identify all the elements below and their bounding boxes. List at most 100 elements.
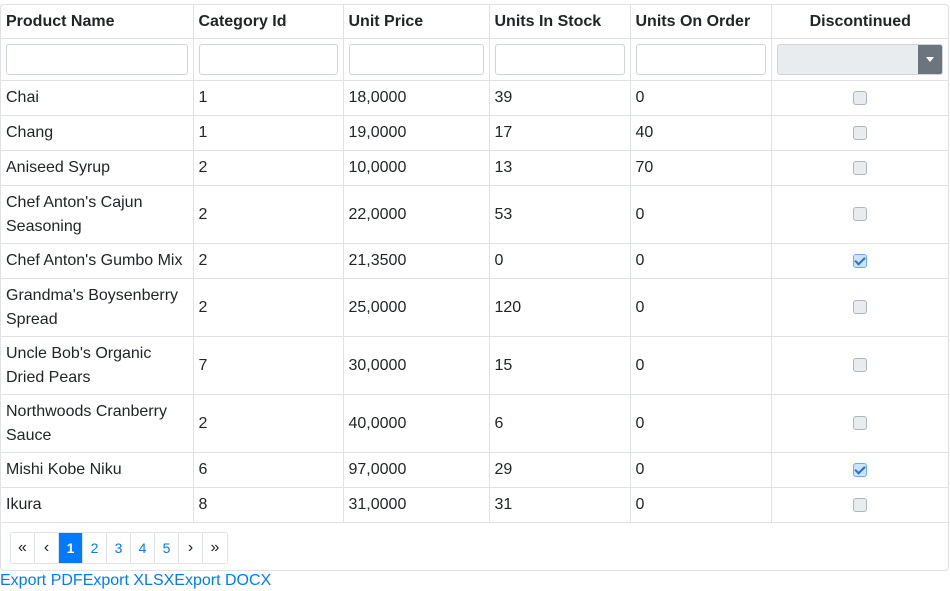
product-name-cell: Uncle Bob's Organic Dried Pears <box>1 336 194 395</box>
page-button-1[interactable]: 1 <box>59 533 83 563</box>
units-on-order-cell: 70 <box>630 150 772 186</box>
product-name-cell: Ikura <box>1 487 194 523</box>
discontinued-checkbox[interactable] <box>853 207 868 222</box>
product-name-cell: Aniseed Syrup <box>1 150 194 186</box>
units-on-order-cell: 0 <box>630 487 772 523</box>
discontinued-checkbox[interactable] <box>853 300 868 315</box>
category-id-cell: 6 <box>193 452 344 488</box>
category-id-cell: 8 <box>193 487 344 523</box>
table-row[interactable]: Chef Anton's Cajun Seasoning 2 22,0000 53 0 <box>1 185 948 244</box>
page-button-5[interactable]: 5 <box>155 533 179 563</box>
discontinued-checkbox[interactable] <box>853 416 868 431</box>
last-page-button[interactable]: » <box>203 533 227 563</box>
discontinued-cell <box>771 150 948 186</box>
unit-price-cell: 30,0000 <box>343 336 490 395</box>
unit-price-cell: 31,0000 <box>343 487 490 523</box>
units-in-stock-cell: 120 <box>489 278 631 337</box>
filter-cell <box>343 38 490 81</box>
units-in-stock-cell: 13 <box>489 150 631 186</box>
units-in-stock-cell: 0 <box>489 243 631 279</box>
units-in-stock-filter-input[interactable] <box>494 44 625 75</box>
table-row[interactable]: Ikura 8 31,0000 31 0 <box>1 487 948 523</box>
column-header-units-in-stock[interactable]: Units In Stock <box>489 5 631 39</box>
table-row[interactable]: Aniseed Syrup 2 10,0000 13 70 <box>1 150 948 186</box>
category-id-cell: 2 <box>193 185 344 244</box>
column-header-units-on-order[interactable]: Units On Order <box>630 5 772 39</box>
unit-price-cell: 10,0000 <box>343 150 490 186</box>
table-row[interactable]: Northwoods Cranberry Sauce 2 40,0000 6 0 <box>1 394 948 453</box>
column-header-unit-price[interactable]: Unit Price <box>343 5 490 39</box>
category-id-cell: 1 <box>193 115 344 151</box>
dropdown-toggle-button[interactable] <box>918 45 943 74</box>
category-id-cell: 1 <box>193 80 344 116</box>
page-button-2[interactable]: 2 <box>83 533 107 563</box>
page-button-4[interactable]: 4 <box>131 533 155 563</box>
header-row: Product Name Category Id Unit Price Unit… <box>1 5 948 39</box>
pager-area: « ‹ 1 2 3 4 5 › » <box>1 523 948 569</box>
units-on-order-filter-input[interactable] <box>635 44 766 75</box>
discontinued-cell <box>771 80 948 116</box>
discontinued-checkbox[interactable] <box>853 90 868 105</box>
product-grid: Product Name Category Id Unit Price Unit… <box>0 4 949 571</box>
table-row[interactable]: Uncle Bob's Organic Dried Pears 7 30,0000 1… <box>1 336 948 395</box>
discontinued-checkbox[interactable] <box>853 462 868 477</box>
discontinued-checkbox[interactable] <box>853 125 868 140</box>
page-button-3[interactable]: 3 <box>107 533 131 563</box>
units-on-order-cell: 0 <box>630 278 772 337</box>
product-name-cell: Chang <box>1 115 194 151</box>
pagination: « ‹ 1 2 3 4 5 › » <box>10 532 228 564</box>
unit-price-cell: 40,0000 <box>343 394 490 453</box>
category-id-cell: 2 <box>193 278 344 337</box>
column-header-category-id[interactable]: Category Id <box>193 5 344 39</box>
unit-price-cell: 22,0000 <box>343 185 490 244</box>
product-name-cell: Northwoods Cranberry Sauce <box>1 394 194 453</box>
product-name-filter-input[interactable] <box>6 44 188 75</box>
previous-page-button[interactable]: ‹ <box>35 533 59 563</box>
discontinued-checkbox[interactable] <box>853 160 868 175</box>
product-name-cell: Chai <box>1 80 194 116</box>
discontinued-cell <box>771 452 948 488</box>
table-row[interactable]: Mishi Kobe Niku 6 97,0000 29 0 <box>1 452 948 488</box>
discontinued-cell <box>771 185 948 244</box>
units-in-stock-cell: 39 <box>489 80 631 116</box>
discontinued-checkbox[interactable] <box>853 358 868 373</box>
category-id-cell: 2 <box>193 243 344 279</box>
discontinued-cell <box>771 394 948 453</box>
unit-price-cell: 19,0000 <box>343 115 490 151</box>
export-pdf-link[interactable]: Export PDF <box>0 572 83 589</box>
product-name-cell: Mishi Kobe Niku <box>1 452 194 488</box>
units-in-stock-cell: 17 <box>489 115 631 151</box>
column-header-discontinued[interactable]: Discontinued <box>771 5 948 39</box>
unit-price-filter-input[interactable] <box>348 44 484 75</box>
product-name-cell: Chef Anton's Gumbo Mix <box>1 243 194 279</box>
column-header-product-name[interactable]: Product Name <box>1 5 194 39</box>
units-on-order-cell: 0 <box>630 243 772 279</box>
filter-cell <box>193 38 344 81</box>
discontinued-checkbox[interactable] <box>853 497 868 512</box>
category-id-cell: 2 <box>193 394 344 453</box>
category-id-filter-input[interactable] <box>198 44 338 75</box>
table-row[interactable]: Chai 1 18,0000 39 0 <box>1 80 948 116</box>
units-on-order-cell: 0 <box>630 336 772 395</box>
units-in-stock-cell: 15 <box>489 336 631 395</box>
table-row[interactable]: Grandma's Boysenberry Spread 2 25,0000 120 0 <box>1 278 948 337</box>
product-name-cell: Grandma's Boysenberry Spread <box>1 278 194 337</box>
discontinued-checkbox[interactable] <box>853 253 868 268</box>
unit-price-cell: 97,0000 <box>343 452 490 488</box>
units-on-order-cell: 0 <box>630 80 772 116</box>
table-row[interactable]: Chang 1 19,0000 17 40 <box>1 115 948 151</box>
filter-row <box>1 38 948 81</box>
discontinued-cell <box>771 243 948 279</box>
units-on-order-cell: 40 <box>630 115 772 151</box>
product-table: Product Name Category Id Unit Price Unit… <box>1 5 948 523</box>
discontinued-cell <box>771 336 948 395</box>
discontinued-filter-select[interactable] <box>777 44 944 75</box>
next-page-button[interactable]: › <box>179 533 203 563</box>
filter-cell <box>489 38 631 81</box>
table-row[interactable]: Chef Anton's Gumbo Mix 2 21,3500 0 0 <box>1 243 948 279</box>
export-docx-link[interactable]: Export DOCX <box>174 572 272 589</box>
export-links: Export PDFExport XLSXExport DOCX <box>0 572 271 590</box>
first-page-button[interactable]: « <box>11 533 35 563</box>
export-xlsx-link[interactable]: Export XLSX <box>82 572 175 589</box>
unit-price-cell: 21,3500 <box>343 243 490 279</box>
